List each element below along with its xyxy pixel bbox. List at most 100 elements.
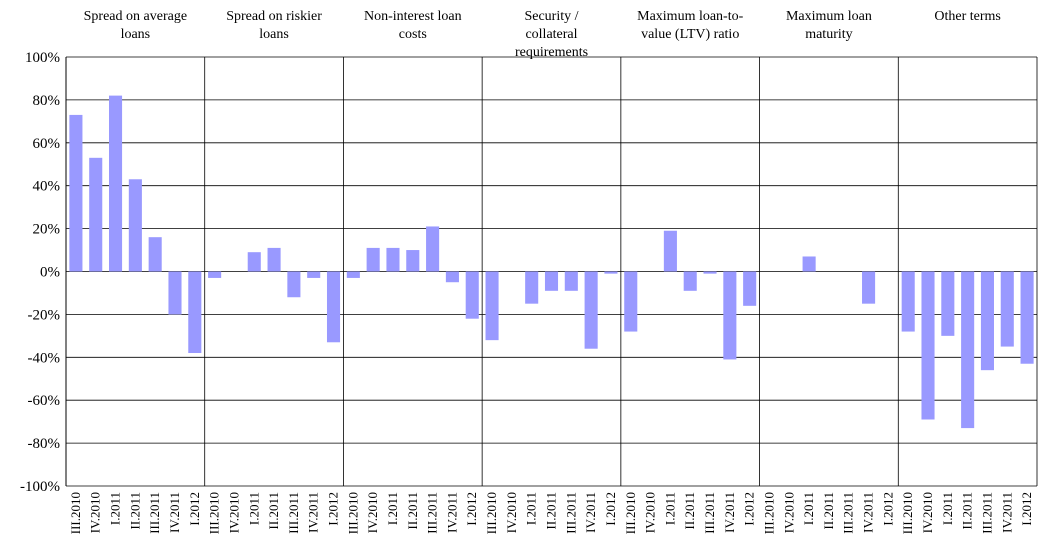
x-tick-label: IV.2010 — [226, 492, 241, 533]
bar — [723, 271, 737, 360]
x-tick-label: III.2011 — [563, 492, 578, 534]
bar — [604, 271, 618, 274]
bar — [267, 247, 281, 272]
bar — [941, 271, 955, 336]
x-tick-label: I.2011 — [801, 492, 816, 525]
bar — [128, 179, 142, 272]
x-tick-label: I.2012 — [464, 492, 479, 526]
bar — [109, 95, 123, 272]
y-tick-label: -20% — [28, 307, 61, 323]
x-tick-label: I.2012 — [1019, 492, 1034, 526]
bar — [901, 271, 915, 332]
x-tick-label: II.2011 — [405, 492, 420, 529]
x-tick-label: III.2010 — [68, 492, 83, 534]
y-tick-label: 60% — [33, 136, 61, 152]
x-tick-label: II.2011 — [960, 492, 975, 529]
x-tick-label: II.2011 — [127, 492, 142, 529]
bar — [89, 157, 103, 272]
x-tick-label: III.2011 — [286, 492, 301, 534]
x-tick-label: III.2010 — [900, 492, 915, 534]
y-tick-label: 80% — [33, 93, 61, 109]
x-tick-label: III.2010 — [345, 492, 360, 534]
x-tick-label: IV.2011 — [167, 492, 182, 533]
x-tick-label: III.2011 — [425, 492, 440, 534]
bar — [743, 271, 757, 306]
x-tick-label: III.2011 — [841, 492, 856, 534]
y-tick-label: 0% — [40, 265, 60, 281]
y-tick-label: 20% — [33, 222, 61, 238]
x-tick-label: II.2011 — [544, 492, 559, 529]
bar — [802, 256, 816, 272]
x-tick-label: IV.2011 — [444, 492, 459, 533]
bar — [445, 271, 459, 283]
bar — [1000, 271, 1014, 347]
bar — [663, 230, 677, 272]
y-tick-label: -60% — [28, 393, 61, 409]
x-tick-label: IV.2011 — [722, 492, 737, 533]
bar — [921, 271, 935, 420]
x-tick-label: I.2012 — [603, 492, 618, 526]
bar — [465, 271, 479, 319]
bar — [624, 271, 638, 332]
bar — [544, 271, 559, 291]
panel-title: Spread on average loans — [84, 9, 187, 42]
y-tick-label: 40% — [33, 179, 61, 195]
x-tick-label: III.2011 — [702, 492, 717, 534]
x-tick-label: I.2011 — [662, 492, 677, 525]
x-tick-label: I.2011 — [385, 492, 400, 525]
x-tick-label: I.2011 — [108, 492, 123, 525]
bar — [247, 252, 261, 272]
bar — [366, 247, 380, 272]
bar — [1020, 271, 1034, 364]
x-tick-label: IV.2011 — [306, 492, 321, 533]
bar — [386, 247, 400, 272]
panel-title: Security / collateral requirements — [515, 9, 588, 60]
bar — [683, 271, 697, 291]
bar — [525, 271, 539, 304]
panel-title: Maximum loan-to-value (LTV) ratio — [637, 9, 743, 42]
bar — [148, 237, 162, 272]
x-tick-label: IV.2011 — [999, 492, 1014, 533]
bar — [168, 271, 182, 315]
x-tick-label: III.2010 — [623, 492, 638, 534]
x-tick-label: III.2011 — [979, 492, 994, 534]
bar — [69, 114, 83, 272]
bar — [584, 271, 598, 349]
x-tick-label: III.2010 — [207, 492, 222, 534]
bar — [703, 271, 717, 274]
panel-title: Other terms — [934, 9, 1000, 24]
x-tick-label: IV.2010 — [920, 492, 935, 533]
x-tick-label: IV.2011 — [583, 492, 598, 533]
x-tick-label: I.2011 — [940, 492, 955, 525]
x-tick-label: IV.2010 — [781, 492, 796, 533]
bar — [326, 271, 341, 343]
bar — [426, 226, 440, 272]
panel-title: Non-interest loan costs — [364, 9, 462, 42]
x-tick-label: II.2011 — [266, 492, 281, 529]
x-tick-label: II.2011 — [821, 492, 836, 529]
panel-title: Spread on riskier loans — [226, 9, 322, 42]
x-tick-label: I.2012 — [742, 492, 757, 526]
x-tick-label: IV.2010 — [643, 492, 658, 533]
x-tick-label: I.2011 — [524, 492, 539, 525]
x-tick-label: I.2012 — [187, 492, 202, 526]
x-tick-label: II.2011 — [682, 492, 697, 529]
x-tick-label: III.2010 — [761, 492, 776, 534]
y-tick-label: -40% — [28, 350, 61, 366]
x-tick-label: IV.2010 — [504, 492, 519, 533]
bar — [307, 271, 321, 278]
bar — [287, 271, 301, 298]
bar — [208, 271, 222, 278]
x-tick-label: IV.2011 — [861, 492, 876, 533]
x-tick-label: I.2012 — [326, 492, 341, 526]
y-tick-label: 100% — [25, 50, 60, 66]
x-tick-label: I.2011 — [246, 492, 261, 525]
y-tick-label: -100% — [20, 479, 60, 495]
x-tick-label: I.2012 — [880, 492, 895, 526]
bar — [980, 271, 994, 371]
y-tick-label: -80% — [28, 436, 61, 452]
x-tick-label: IV.2010 — [88, 492, 103, 533]
bar — [485, 271, 499, 341]
bar — [564, 271, 578, 291]
